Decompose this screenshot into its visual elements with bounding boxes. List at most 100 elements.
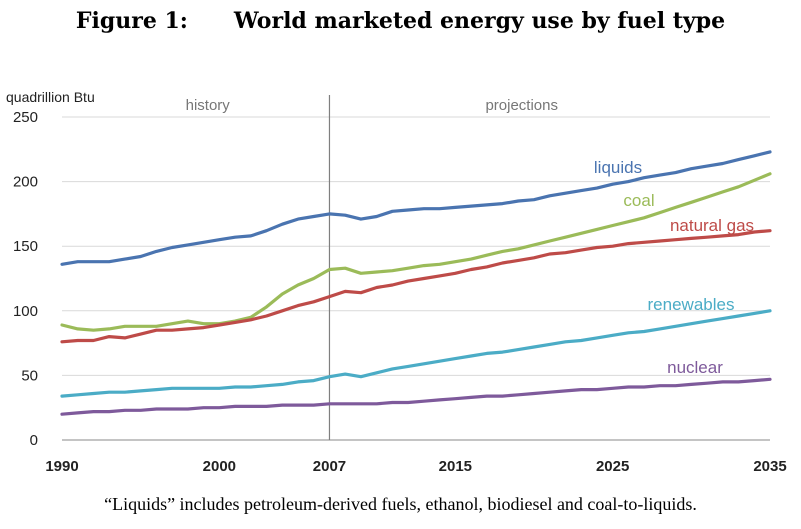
data-point-coal: [517, 247, 520, 250]
data-point-renewables: [721, 317, 724, 320]
series-line-coal: [60, 172, 772, 332]
data-point-liquids: [76, 260, 79, 263]
data-point-coal: [737, 185, 740, 188]
data-point-coal: [76, 327, 79, 330]
data-point-coal: [422, 264, 425, 267]
data-point-renewables: [517, 348, 520, 351]
data-point-liquids: [171, 246, 174, 249]
data-point-natural-gas: [312, 300, 315, 303]
data-point-natural-gas: [706, 236, 708, 239]
data-point-renewables: [470, 355, 472, 357]
data-point-natural-gas: [517, 259, 520, 262]
data-point-coal: [344, 267, 347, 270]
data-point-coal: [375, 271, 378, 273]
x-tick-label: 2000: [203, 458, 236, 475]
data-point-renewables: [737, 315, 740, 317]
data-point-natural-gas: [297, 304, 299, 307]
y-tick-label: 250: [13, 109, 38, 126]
data-point-nuclear: [312, 404, 315, 407]
data-point-renewables: [580, 339, 583, 342]
data-point-nuclear: [658, 384, 661, 387]
data-point-liquids: [517, 200, 520, 202]
data-point-renewables: [328, 375, 331, 378]
data-point-natural-gas: [92, 339, 95, 342]
data-point-renewables: [391, 368, 394, 370]
data-point-nuclear: [391, 401, 394, 404]
data-point-coal: [297, 284, 299, 286]
data-point-coal: [155, 325, 158, 328]
data-point-renewables: [76, 393, 79, 396]
data-point-liquids: [485, 203, 488, 206]
data-point-renewables: [658, 327, 661, 330]
data-point-nuclear: [674, 384, 677, 387]
data-point-natural-gas: [218, 324, 221, 326]
data-point-natural-gas: [501, 262, 504, 264]
data-point-renewables: [454, 357, 457, 360]
series-label-coal: coal: [623, 191, 654, 210]
data-point-coal: [690, 201, 693, 204]
data-point-renewables: [596, 337, 598, 339]
y-tick-label: 200: [13, 174, 38, 191]
data-point-coal: [124, 325, 126, 328]
y-tick-label: 50: [21, 367, 38, 384]
data-point-coal: [391, 269, 394, 272]
series-line-liquids: [60, 150, 772, 266]
data-point-renewables: [155, 388, 158, 391]
data-point-nuclear: [124, 409, 126, 412]
data-point-coal: [470, 258, 472, 261]
data-point-renewables: [360, 375, 362, 378]
y-tick-label: 0: [30, 432, 38, 449]
data-point-renewables: [202, 387, 205, 390]
data-point-natural-gas: [265, 315, 268, 317]
data-point-nuclear: [454, 397, 457, 400]
x-tick-label: 1990: [45, 458, 78, 475]
data-point-nuclear: [407, 401, 410, 404]
data-point-natural-gas: [407, 280, 410, 282]
x-tick-label: 2035: [753, 458, 786, 475]
data-point-nuclear: [108, 410, 111, 413]
data-point-nuclear: [548, 391, 551, 394]
data-point-natural-gas: [124, 337, 126, 339]
data-point-coal: [658, 211, 661, 214]
data-point-nuclear: [328, 402, 331, 405]
data-point-natural-gas: [737, 233, 740, 236]
data-point-renewables: [438, 360, 441, 363]
data-point-nuclear: [155, 408, 158, 410]
data-point-natural-gas: [470, 268, 472, 271]
chart-area: 0 50 100 150 200 250 1990 2000 2007 2015 2025 2035 q…: [6, 89, 787, 475]
axis-layer: 0 50 100 150 200 250 1990 2000 2007 2015 2025 2035 q…: [6, 89, 787, 475]
figure-number: Figure 1:: [75, 8, 188, 34]
data-point-liquids: [202, 241, 205, 244]
data-point-natural-gas: [769, 229, 771, 232]
y-tick-label: 100: [13, 303, 38, 320]
data-point-renewables: [643, 330, 646, 333]
data-point-natural-gas: [533, 256, 535, 259]
data-point-natural-gas: [690, 237, 693, 240]
data-point-liquids: [186, 244, 189, 246]
data-point-nuclear: [360, 402, 362, 405]
label-layer: liquids coal natural gas renewables nuclear: [594, 158, 754, 377]
y-axis-label: quadrillion Btu: [6, 89, 95, 105]
data-point-nuclear: [61, 413, 63, 416]
data-point-renewables: [186, 387, 189, 390]
data-point-coal: [596, 228, 598, 231]
data-point-liquids: [533, 198, 535, 201]
data-point-nuclear: [375, 402, 378, 405]
data-point-liquids: [548, 194, 551, 197]
data-point-coal: [92, 329, 95, 332]
data-point-renewables: [769, 309, 771, 312]
data-point-liquids: [375, 215, 378, 218]
data-point-liquids: [690, 167, 693, 170]
data-point-liquids: [344, 214, 347, 217]
data-point-liquids: [580, 189, 583, 192]
series-line-renewables: [60, 309, 772, 398]
data-point-renewables: [297, 380, 299, 383]
data-point-nuclear: [249, 405, 252, 408]
data-point-liquids: [753, 154, 756, 157]
data-point-nuclear: [218, 406, 221, 409]
series-label-renewables: renewables: [648, 295, 735, 314]
data-point-nuclear: [611, 387, 614, 390]
data-point-coal: [721, 191, 724, 193]
data-point-natural-gas: [375, 286, 378, 289]
data-point-coal: [61, 324, 63, 326]
